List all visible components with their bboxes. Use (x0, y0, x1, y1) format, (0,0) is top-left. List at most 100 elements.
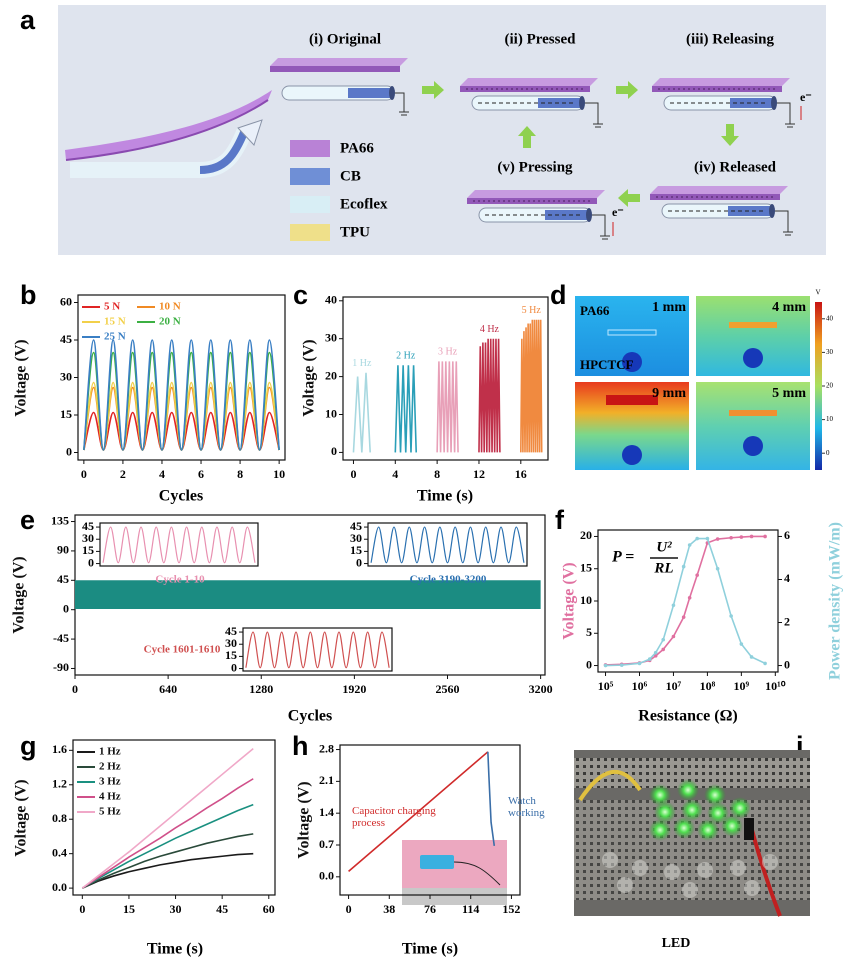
series-line (370, 526, 525, 564)
photo-caption: LED (662, 936, 691, 951)
formula: P = (611, 549, 634, 566)
material-label: Ecoflex (340, 196, 388, 212)
connector (744, 818, 754, 840)
x-axis-label: Cycles (159, 488, 203, 505)
series-line (352, 372, 371, 453)
data-point (671, 603, 676, 608)
watch (420, 855, 454, 869)
x-axis-label: Cycles (288, 708, 332, 725)
formula: RL (653, 560, 673, 576)
series-line (81, 778, 254, 889)
y-axis-label: Voltage (V) (296, 781, 313, 858)
tube-end (237, 119, 263, 146)
device-strip (402, 888, 507, 905)
x-tick-label: 2560 (436, 682, 460, 696)
x-tick-label: 10¹⁰ (765, 679, 786, 693)
legend-label: 10 N (159, 301, 181, 313)
x-tick-label: 10 (273, 467, 285, 481)
state-label: (ii) Pressed (505, 31, 577, 47)
data-point (653, 650, 658, 655)
led-photo (574, 750, 810, 917)
data-point (603, 663, 608, 668)
y-tick-label: 15 (82, 543, 94, 557)
colorbar (815, 302, 822, 470)
x-tick-label: 16 (515, 467, 527, 481)
y2-tick-label: 4 (784, 571, 790, 585)
pa66-edge (65, 99, 269, 161)
x-tick-label: 15 (123, 902, 135, 916)
data-point (705, 536, 710, 541)
signal-band (75, 580, 541, 610)
y-tick-label: 2.1 (319, 773, 334, 787)
legend-label: 20 N (159, 316, 181, 328)
x-tick-label: 10⁹ (734, 679, 750, 693)
series-label: Capacitor charging process (352, 805, 436, 829)
panel-label: h (292, 731, 309, 761)
y-tick-label: 0 (88, 555, 94, 569)
series-line (245, 631, 390, 669)
x-tick-label: 1920 (342, 682, 366, 696)
y-axis-label: Voltage (V) (13, 339, 30, 416)
y-tick-label: 90 (57, 543, 69, 557)
x-tick-label: 30 (170, 902, 182, 916)
y-tick-label: 20 (580, 528, 592, 542)
y-tick-label: -90 (53, 660, 69, 674)
x-tick-label: 8 (434, 467, 440, 481)
series-line (83, 411, 280, 451)
panel-label: g (20, 731, 37, 761)
x-tick-label: 0 (346, 902, 352, 916)
series-line (83, 339, 280, 451)
x-tick-label: 8 (237, 467, 243, 481)
x-tick-label: 1280 (249, 682, 273, 696)
inset-frame (242, 627, 393, 672)
data-point (739, 535, 744, 539)
x-tick-label: 76 (424, 902, 436, 916)
wire (750, 829, 782, 917)
data-point (671, 634, 676, 639)
y-tick-label: 0.0 (319, 869, 334, 883)
cb-core (199, 128, 249, 174)
data-point (619, 663, 624, 667)
colorbar-tick-label: 10 (826, 415, 834, 423)
data-point (729, 535, 733, 540)
swatch (290, 168, 330, 185)
y-tick-label: 0 (586, 657, 592, 671)
film (606, 395, 658, 405)
series-line (81, 803, 254, 889)
data-point (749, 655, 754, 659)
series-label: 2 Hz (396, 351, 416, 362)
panel-label: c (293, 280, 308, 310)
panel-label: a (20, 5, 36, 35)
series-line (83, 386, 280, 451)
legend-label: 15 N (104, 316, 126, 328)
y-tick-label: 0 (331, 444, 337, 458)
series-label: 5 Hz (522, 305, 542, 316)
data-point (661, 637, 666, 642)
legend-label: 1 Hz (99, 746, 121, 758)
legend-label: 2 Hz (99, 761, 121, 773)
inset-frame (367, 522, 528, 567)
x-axis-label: Time (s) (402, 941, 458, 958)
panel-label: e (20, 505, 35, 535)
x-axis-label: Time (s) (417, 488, 473, 505)
y-tick-label: 40 (325, 293, 337, 307)
wire (453, 861, 501, 886)
y-tick-label: 30 (60, 369, 72, 383)
data-point (681, 564, 686, 569)
y-tick-label: 30 (350, 531, 362, 545)
legend-label: 4 Hz (99, 791, 121, 803)
y-tick-label: 45 (350, 519, 362, 533)
series-label: 3 Hz (438, 347, 458, 358)
panel-label: i (796, 731, 804, 761)
y-tick-label: 45 (82, 519, 94, 533)
y-tick-label: 30 (82, 531, 94, 545)
y-tick-label: 0 (63, 601, 69, 615)
x-tick-label: 152 (502, 902, 520, 916)
series-line (83, 351, 280, 451)
series-line (520, 319, 543, 453)
data-point (653, 654, 658, 658)
data-point (763, 661, 767, 666)
fiber (743, 436, 763, 456)
series-line (102, 526, 256, 564)
series-label-text: Capacitor charging process (352, 805, 436, 829)
